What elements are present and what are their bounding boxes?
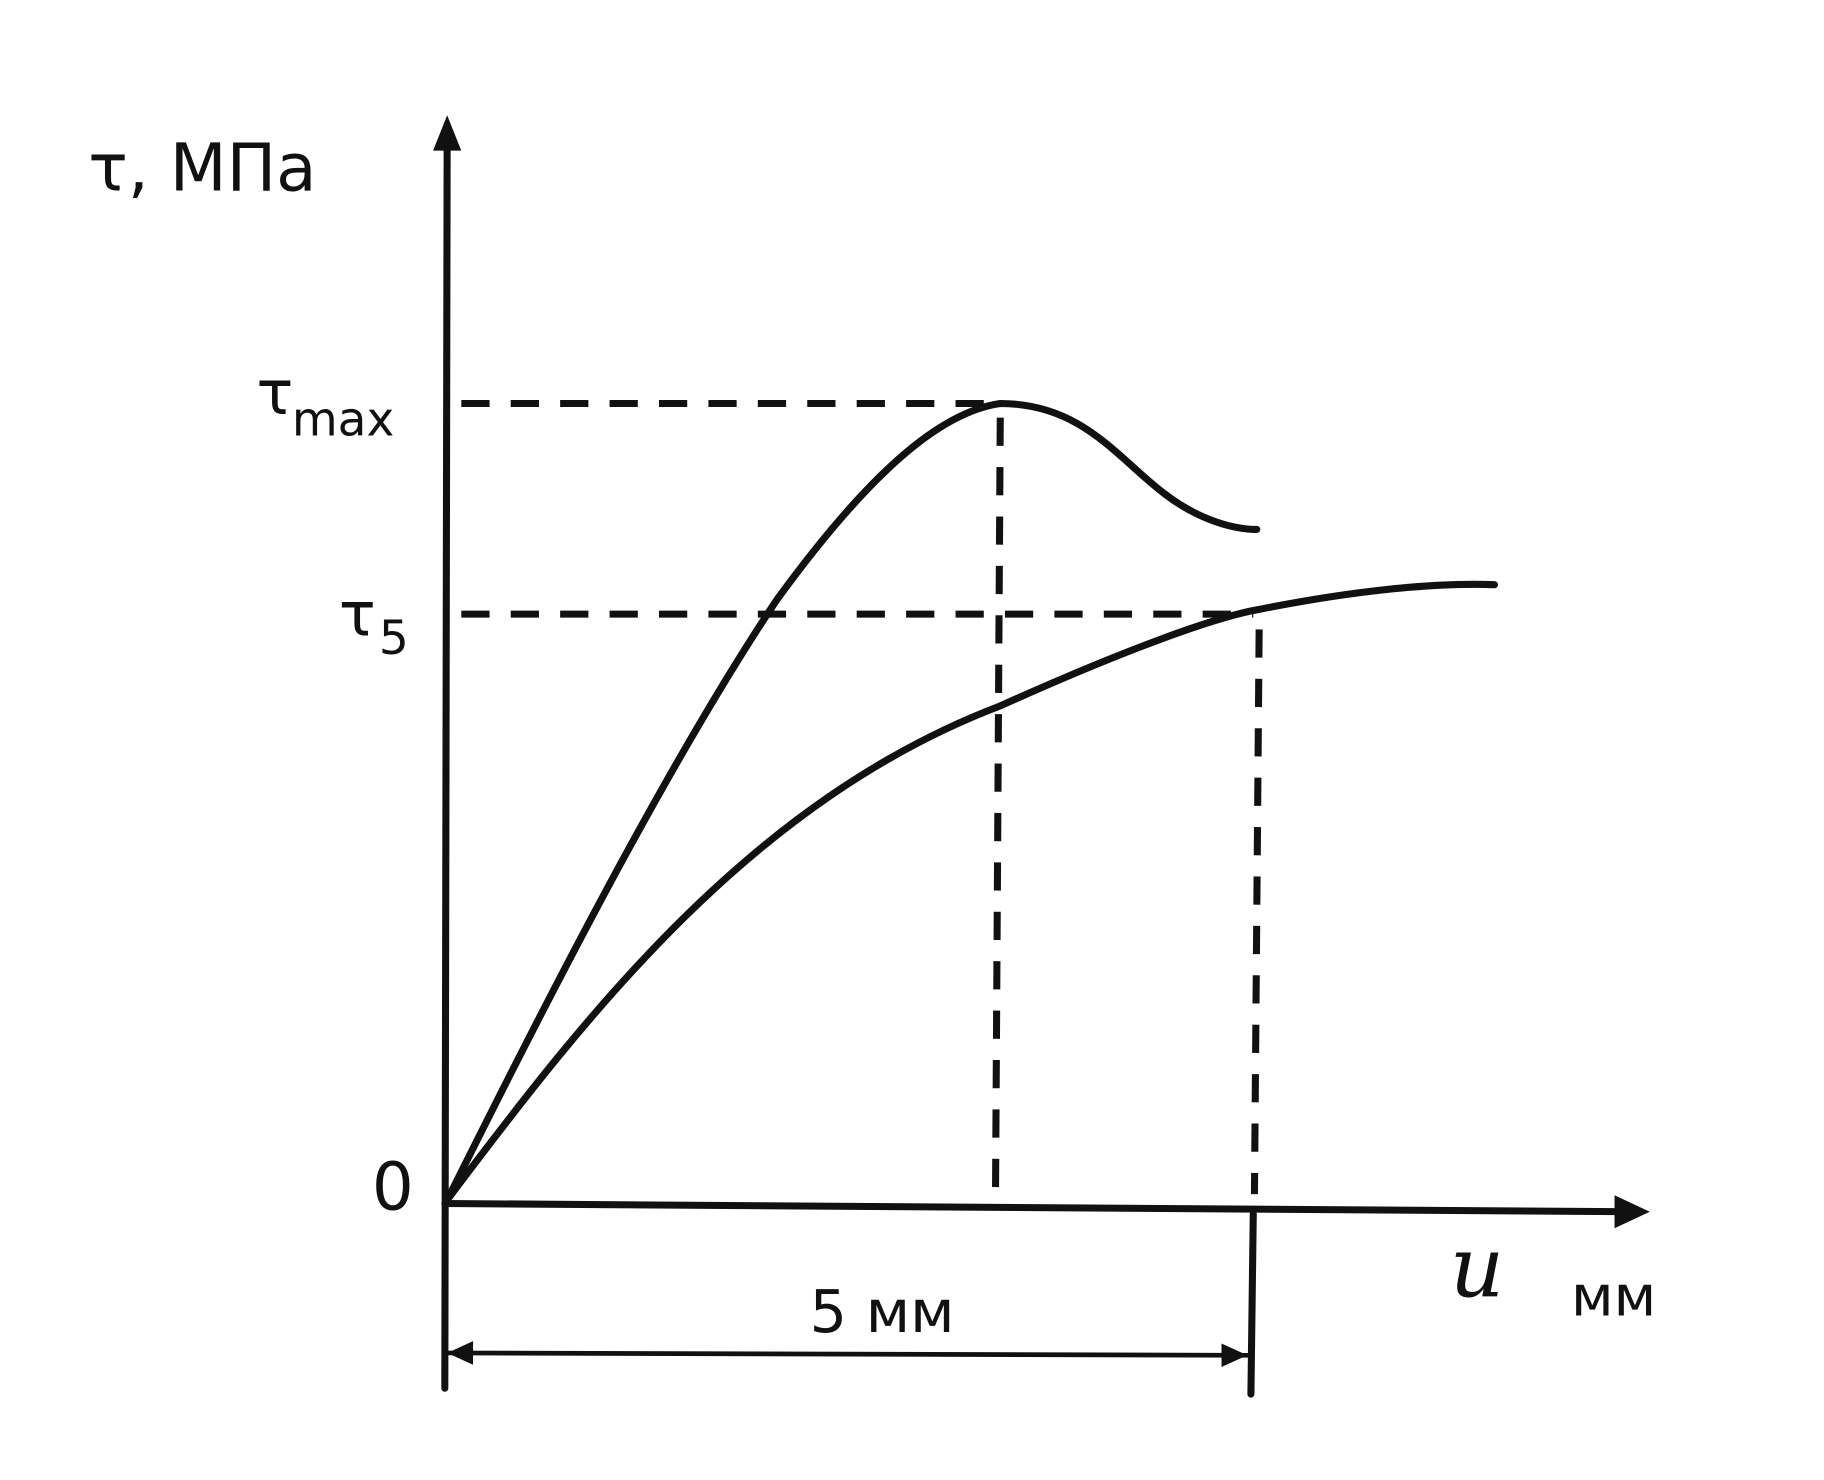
u5-drop bbox=[1250, 629, 1263, 1195]
y-arrow bbox=[433, 115, 462, 151]
x-arrow bbox=[1614, 1195, 1650, 1229]
curve-hardening bbox=[443, 580, 1499, 1204]
origin-label: 0 bbox=[372, 1148, 414, 1225]
max-symbol: τ bbox=[257, 358, 294, 429]
y-axis-label: τ, МПа bbox=[88, 130, 316, 207]
level5-symbol: τ bbox=[339, 579, 376, 650]
dimension-line bbox=[444, 1350, 1250, 1358]
level5-subscript: 5 bbox=[379, 611, 409, 666]
max-subscript: max bbox=[292, 392, 395, 447]
curve-peak bbox=[443, 399, 1261, 1204]
x-axis-symbol: u bbox=[1450, 1217, 1505, 1316]
peak-drop bbox=[992, 417, 1004, 1189]
x-axis-unit: мм bbox=[1571, 1264, 1656, 1329]
dimension-arrow-right bbox=[1221, 1343, 1248, 1368]
dimension-tick bbox=[1247, 1210, 1257, 1398]
x-axis bbox=[441, 1200, 1640, 1216]
dimension-arrow-left bbox=[447, 1341, 474, 1365]
y-axis bbox=[441, 125, 451, 1392]
dimension-label: 5 мм bbox=[810, 1277, 955, 1346]
